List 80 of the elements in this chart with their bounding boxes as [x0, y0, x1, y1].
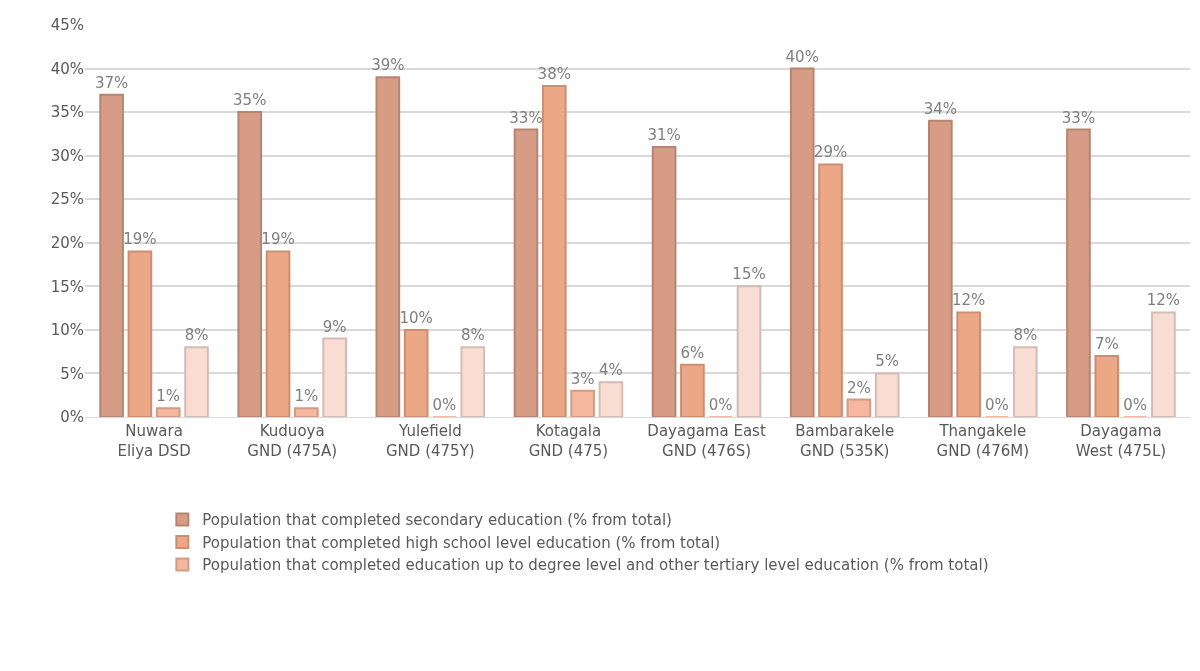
x-tick-label: Kotagala GND (475)	[528, 422, 609, 460]
bar	[237, 111, 263, 417]
data-label: 5%	[875, 352, 900, 371]
data-label: 33%	[509, 108, 543, 127]
data-label: 0%	[432, 396, 457, 414]
data-label: 4%	[599, 361, 623, 380]
bar	[403, 328, 429, 417]
y-tick-label: 40%	[50, 59, 84, 78]
y-tick-label: 15%	[50, 277, 84, 296]
bar	[1066, 128, 1091, 417]
data-label: 19%	[123, 230, 157, 249]
data-label: 0%	[1123, 396, 1147, 414]
data-label: 34%	[923, 99, 958, 118]
x-tick-label: Kuduoya GND (475A)	[247, 422, 338, 460]
x-tick-label: Thangakele GND (476M)	[936, 422, 1030, 460]
bar	[956, 311, 981, 417]
y-tick-label: 30%	[50, 146, 84, 165]
data-label: 39%	[371, 56, 405, 75]
bar	[651, 145, 677, 417]
data-label: 40%	[785, 47, 819, 66]
data-label: 0%	[985, 396, 1009, 414]
data-label: 8%	[1013, 326, 1038, 345]
bar	[928, 119, 953, 417]
data-label: 37%	[94, 73, 129, 92]
y-tick-label: 45%	[50, 16, 84, 35]
bar	[294, 407, 319, 417]
bar	[460, 346, 486, 417]
data-label: 35%	[233, 91, 267, 110]
bar	[184, 346, 209, 417]
data-label: 12%	[951, 291, 986, 310]
data-label: 9%	[322, 317, 347, 336]
bar	[375, 76, 401, 417]
data-label: 12%	[1146, 291, 1181, 310]
data-label: 33%	[1061, 108, 1096, 127]
data-label: 31%	[647, 125, 681, 144]
data-label: 1%	[294, 387, 319, 406]
bar	[570, 389, 595, 417]
bar	[736, 285, 762, 417]
legend-label: Population that completed education up to degree level and other tertiary level education (% from total)	[202, 556, 989, 575]
y-tick-label: 5%	[60, 364, 84, 383]
bar	[874, 372, 900, 417]
x-tick-label: Dayagama East GND (476S)	[647, 422, 766, 460]
bar	[680, 363, 705, 417]
legend-label: Population that completed secondary education (% from total)	[202, 511, 672, 530]
x-tick-label: Nuwara Eliya DSD	[117, 422, 191, 460]
data-label: 6%	[680, 343, 705, 362]
data-label: 10%	[399, 308, 433, 327]
data-label: 19%	[261, 230, 295, 249]
x-tick-label: Bambarakele GND (535K)	[795, 422, 895, 460]
data-label: 38%	[537, 64, 571, 83]
bar	[846, 398, 872, 417]
bar	[818, 163, 843, 417]
bar	[1151, 311, 1176, 417]
bar	[541, 84, 567, 417]
data-label: 8%	[184, 326, 209, 345]
bar	[155, 407, 181, 417]
data-label: 8%	[460, 326, 485, 345]
bar	[513, 128, 539, 417]
data-label: 15%	[732, 265, 766, 284]
bar	[265, 250, 291, 417]
bar	[99, 93, 124, 417]
bar	[1012, 346, 1038, 417]
y-tick-label: 20%	[50, 234, 84, 253]
bar	[598, 381, 624, 417]
data-label: 1%	[156, 387, 181, 406]
bar	[1094, 355, 1120, 417]
data-label: 7%	[1094, 335, 1119, 354]
data-label: 2%	[846, 378, 871, 397]
y-tick-label: 0%	[60, 408, 84, 427]
x-tick-label: Dayagama West (475L)	[1075, 422, 1167, 460]
legend-label: Population that completed high school level education (% from total)	[202, 533, 721, 552]
data-label: 3%	[570, 369, 595, 388]
y-tick-label: 10%	[50, 321, 84, 340]
data-label: 0%	[708, 396, 733, 414]
bar	[789, 67, 815, 417]
y-tick-label: 25%	[50, 190, 84, 209]
bar	[127, 250, 153, 417]
x-tick-label: Yulefield GND (475Y)	[385, 422, 475, 460]
bar	[322, 337, 347, 417]
y-tick-label: 35%	[50, 103, 84, 122]
